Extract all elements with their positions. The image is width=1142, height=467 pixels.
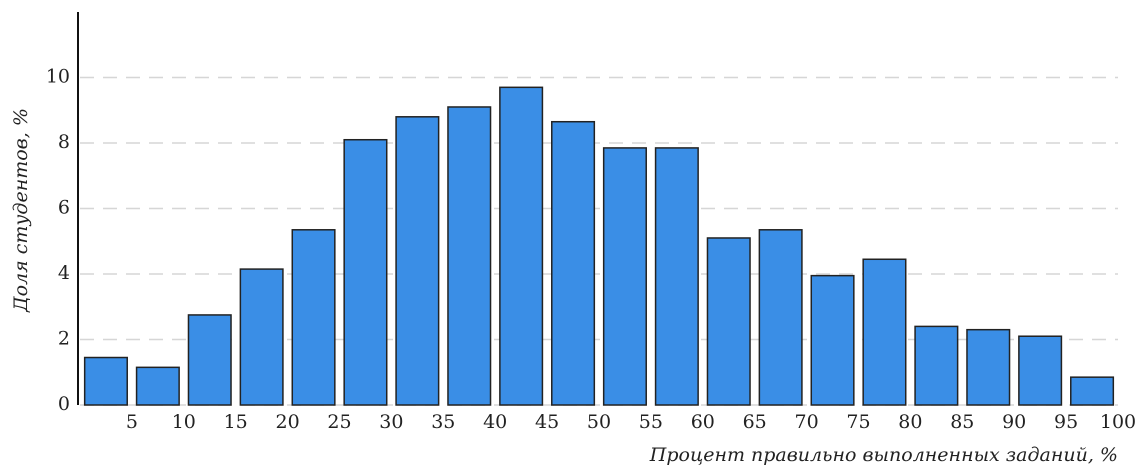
y-tick-label: 8 [58,131,70,153]
bar [914,325,959,406]
bar [291,229,336,406]
x-tick-label: 25 [327,411,351,433]
y-tick-label: 6 [58,197,70,219]
x-tick-label: 10 [172,411,196,433]
x-tick-label: 90 [1002,411,1026,433]
bar [135,366,180,406]
x-tick-label: 85 [950,411,974,433]
bar [499,86,544,406]
x-tick-label: 20 [276,411,300,433]
bar [239,268,284,406]
bar [862,258,907,406]
x-tick-label: 60 [691,411,715,433]
x-axis-label: Процент правильно выполненных заданий, % [649,444,1118,466]
y-tick-label: 0 [58,393,70,415]
x-tick-label: 65 [743,411,767,433]
bar [343,138,388,406]
bar [395,116,440,406]
bar [187,314,232,406]
x-tick-label: 80 [898,411,922,433]
bar [83,356,128,406]
bar [1018,335,1063,406]
bar [1070,376,1115,406]
x-tick-label: 40 [483,411,507,433]
bar [966,328,1011,406]
bar [447,106,492,406]
x-tick-label: 35 [431,411,455,433]
x-tick-label: 75 [846,411,870,433]
x-tick-label: 15 [224,411,248,433]
x-tick-label: 5 [126,411,138,433]
x-tick-label: 100 [1100,411,1136,433]
y-tick-label: 2 [58,328,70,350]
bar [551,120,596,406]
x-tick-label: 45 [535,411,559,433]
x-tick-label: 70 [795,411,819,433]
y-tick-label: 10 [46,66,70,88]
y-axis-label: Доля студентов, % [10,108,32,313]
x-tick-label: 30 [379,411,403,433]
bar [706,237,751,406]
x-tick-label: 50 [587,411,611,433]
x-tick-label: 95 [1054,411,1078,433]
bar [654,147,699,406]
y-tick-label: 4 [58,262,70,284]
bar [758,229,803,406]
bar [810,274,855,406]
x-tick-label: 55 [639,411,663,433]
bar [602,147,647,406]
